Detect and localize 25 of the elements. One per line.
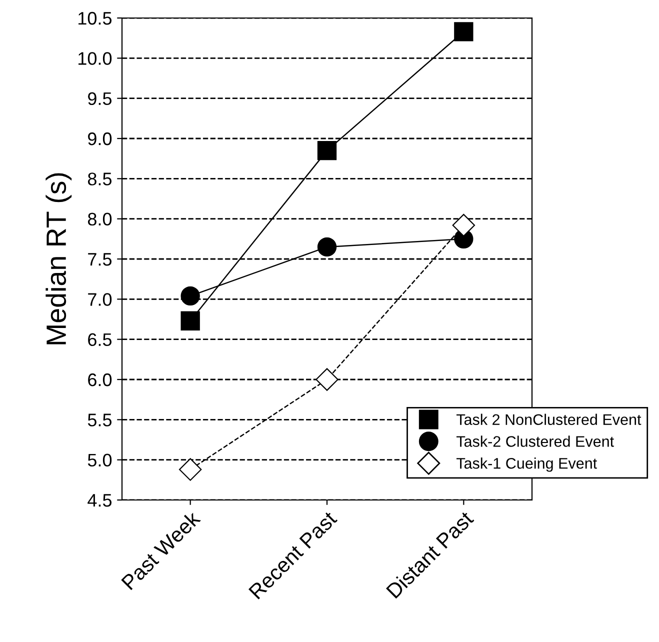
point <box>454 22 474 42</box>
y-tick-label: 7.0 <box>88 293 112 306</box>
y-tick-label: 7.5 <box>88 253 112 266</box>
y-tick-label: 9.0 <box>88 132 112 146</box>
legend-label: Task 2 NonClustered Event <box>456 414 642 426</box>
y-tick-label: 5.0 <box>88 454 112 467</box>
point <box>180 286 200 306</box>
y-tick-label: 6.5 <box>88 333 112 346</box>
y-axis-title: Median RT (s) <box>46 173 72 344</box>
y-tick-label: 5.5 <box>88 414 112 426</box>
y-tick-label: 10.0 <box>78 52 112 65</box>
point <box>316 368 338 391</box>
legend-label: Task-1 Cueing Event <box>456 458 597 472</box>
point <box>178 458 202 481</box>
y-tick-label: 8.5 <box>88 172 112 186</box>
point <box>452 214 476 237</box>
y-tick-label: 9.5 <box>88 92 112 106</box>
y-tick-label: 4.5 <box>88 494 112 507</box>
y-tick-label: 10.5 <box>78 12 112 25</box>
legend-label: Task-2 Clustered Event <box>456 436 614 447</box>
point <box>317 237 337 257</box>
point <box>317 140 337 160</box>
point <box>180 311 200 330</box>
y-tick-label: 6.0 <box>88 373 112 386</box>
y-tick-label: 8.0 <box>88 212 112 226</box>
